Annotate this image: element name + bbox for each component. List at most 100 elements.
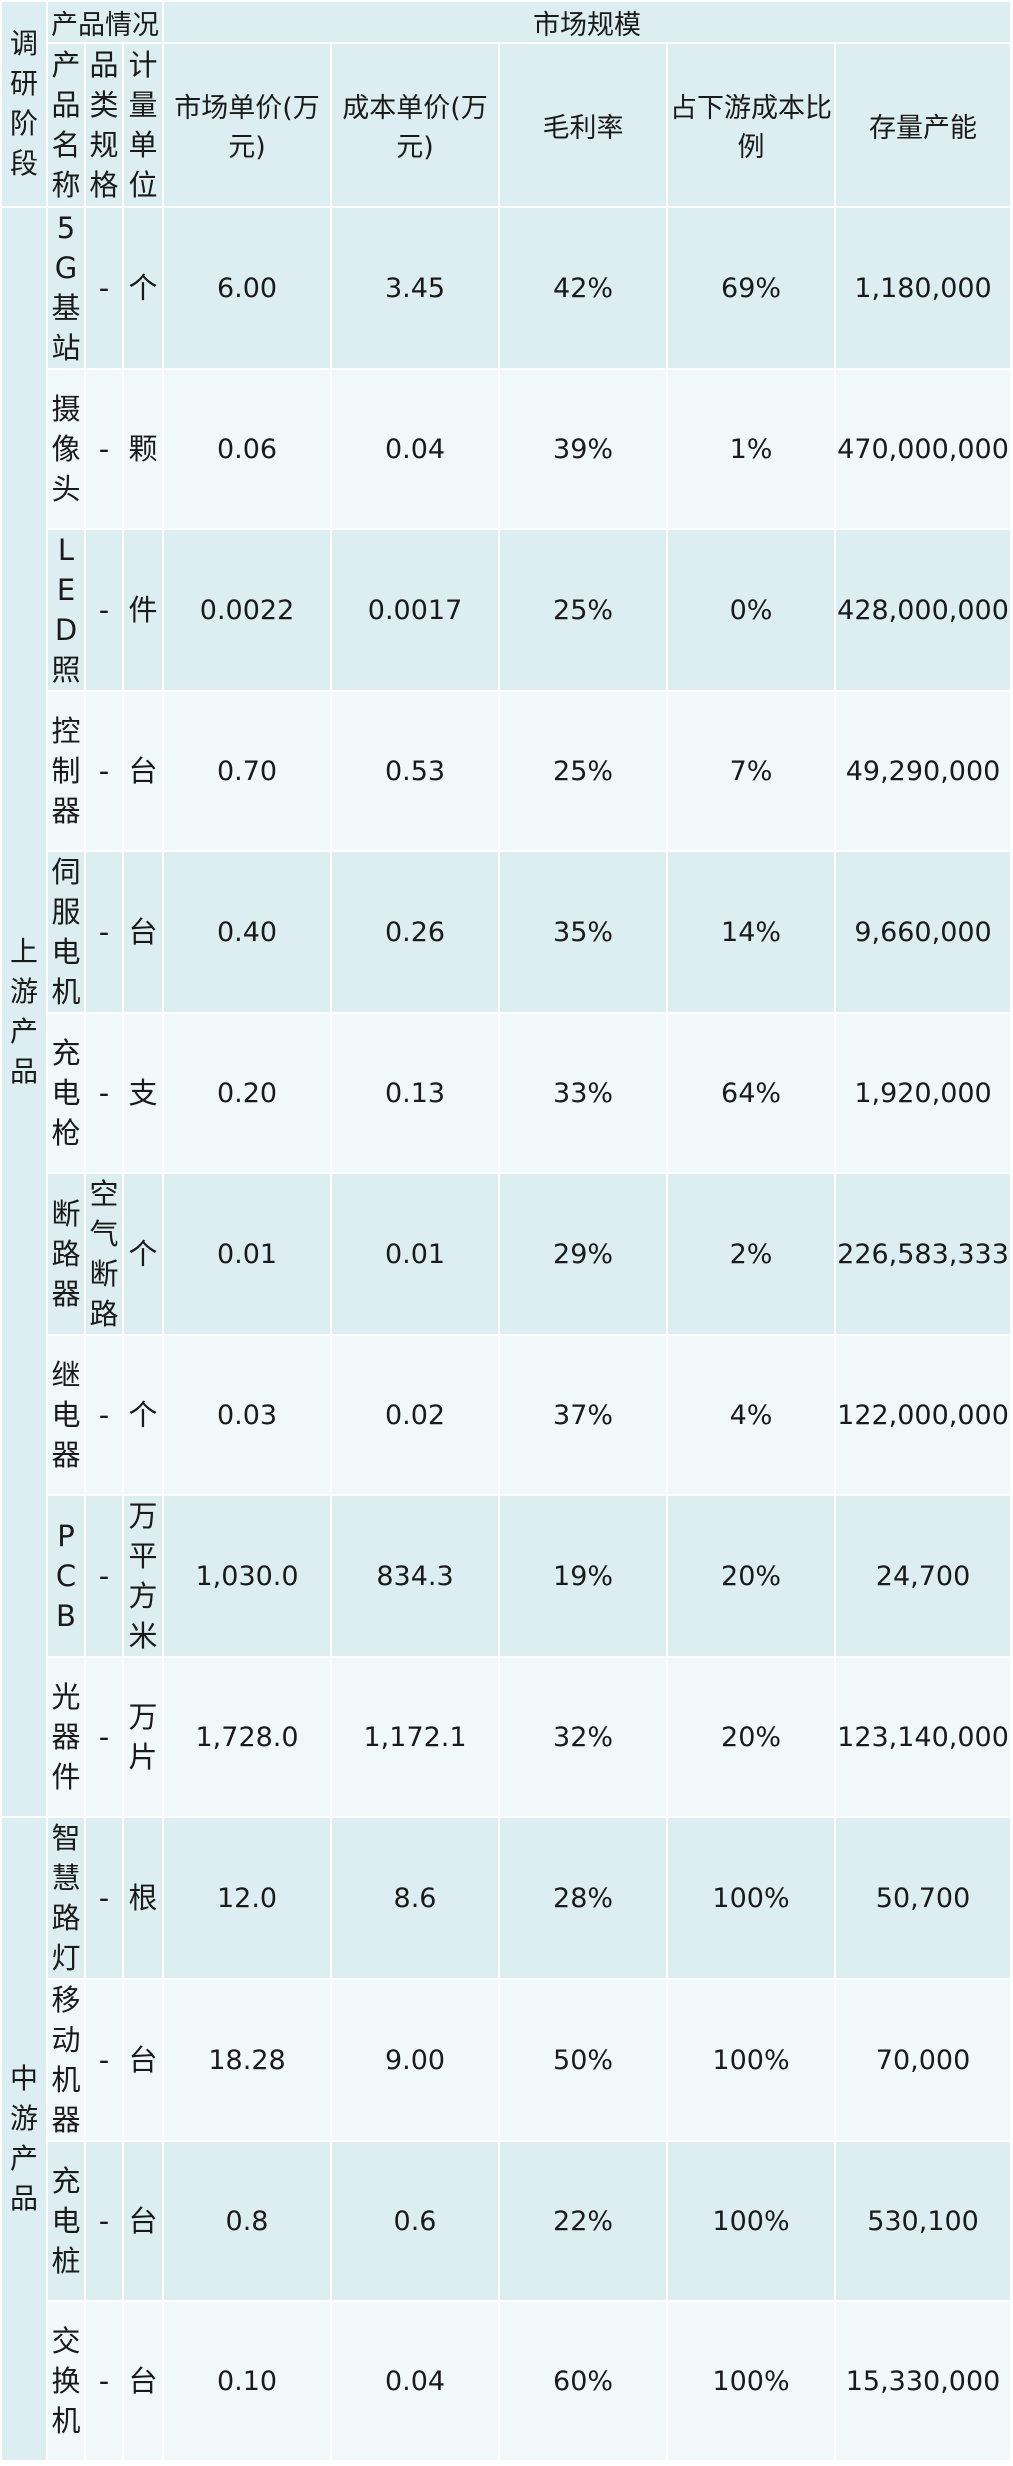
table-row: 上游产品 5G基站 - 个 6.00 3.45 42% 69% 1,180,000: [0, 206, 1013, 1818]
capacity-cell: 15,330,000: [834, 2300, 1013, 2462]
unit-header: 计量单位: [121, 42, 165, 208]
cost-price-cell: 3.45: [330, 206, 501, 370]
product-spec-cell: -: [84, 1494, 124, 1658]
product-name-cell: 充电桩: [46, 2140, 86, 2302]
cost-price-cell: 1,172.1: [330, 1656, 501, 1818]
cost-price-cell: 0.02: [330, 1334, 501, 1496]
product-spec-cell: 空气断路器: [84, 1172, 124, 1336]
product-spec-cell: -: [84, 1816, 124, 1980]
market-price-cell: 0.06: [162, 368, 333, 530]
gross-margin-cell: 28%: [498, 1816, 669, 1980]
unit-cell: 台: [121, 850, 165, 1014]
cost-price-cell: 8.6: [330, 1816, 501, 1980]
product-name-cell: 控制器: [46, 690, 86, 852]
product-spec-cell: -: [84, 528, 124, 692]
product-spec-cell: -: [84, 1656, 124, 1818]
market-price-cell: 18.28: [162, 1978, 333, 2142]
gross-margin-cell: 25%: [498, 528, 669, 692]
cost-price-cell: 0.53: [330, 690, 501, 852]
product-name-cell: 断路器: [46, 1172, 86, 1336]
gross-margin-cell: 29%: [498, 1172, 669, 1336]
table-row: 继电器 - 个 0.03 0.02 37% 4% 122,000,000: [1, 1334, 1013, 1496]
unit-cell: 台: [121, 2140, 165, 2302]
unit-cell: 个: [121, 1172, 165, 1336]
market-price-cell: 0.40: [162, 850, 333, 1014]
cost-price-cell: 0.13: [330, 1012, 501, 1174]
downstream-ratio-cell: 100%: [666, 1816, 837, 1980]
gross-margin-cell: 39%: [498, 368, 669, 530]
product-name-header: 产品名称: [46, 42, 86, 208]
unit-cell: 台: [121, 2300, 165, 2462]
product-name-cell: PCB: [46, 1494, 86, 1658]
unit-cell: 支: [121, 1012, 165, 1174]
market-price-cell: 0.8: [162, 2140, 333, 2302]
unit-cell: 台: [121, 1978, 165, 2142]
product-name-cell: 充电枪: [46, 1012, 86, 1174]
table-row: 摄像头 - 颗 0.06 0.04 39% 1% 470,000,000: [1, 368, 1013, 530]
product-spec-cell: -: [84, 690, 124, 852]
market-price-cell: 0.70: [162, 690, 333, 852]
unit-cell: 个: [121, 206, 165, 370]
stage-upstream: 上游产品: [0, 206, 48, 1818]
capacity-cell: 9,660,000: [834, 850, 1013, 1014]
unit-cell: 个: [121, 1334, 165, 1496]
unit-cell: 万平方米: [121, 1494, 165, 1658]
product-spec-cell: -: [84, 1334, 124, 1496]
table-row: PCB - 万平方米 1,030.0 834.3 19% 20% 24,700: [1, 1494, 1013, 1658]
market-price-cell: 1,030.0: [162, 1494, 333, 1658]
gross-margin-cell: 37%: [498, 1334, 669, 1496]
downstream-ratio-cell: 4%: [666, 1334, 837, 1496]
downstream-ratio-cell: 100%: [666, 2300, 837, 2462]
product-spec-cell: -: [84, 2140, 124, 2302]
market-price-header: 市场单价(万元): [162, 42, 333, 208]
capacity-cell: 1,920,000: [834, 1012, 1013, 1174]
downstream-ratio-cell: 14%: [666, 850, 837, 1014]
cost-price-cell: 834.3: [330, 1494, 501, 1658]
market-group-header: 市场规模: [162, 0, 1013, 44]
product-spec-cell: -: [84, 1978, 124, 2142]
downstream-ratio-cell: 20%: [666, 1494, 837, 1658]
gross-margin-cell: 33%: [498, 1012, 669, 1174]
market-price-cell: 0.10: [162, 2300, 333, 2462]
product-spec-cell: -: [84, 2300, 124, 2462]
capacity-cell: 122,000,000: [834, 1334, 1013, 1496]
table-row: 光器件 - 万片 1,728.0 1,172.1 32% 20% 123,140,000: [1, 1656, 1013, 1818]
downstream-ratio-header: 占下游成本比例: [666, 42, 837, 208]
market-price-cell: 1,728.0: [162, 1656, 333, 1818]
product-group-header: 产品情况: [45, 0, 165, 44]
downstream-ratio-cell: 64%: [666, 1012, 837, 1174]
gross-margin-cell: 42%: [498, 206, 669, 370]
capacity-cell: 530,100: [834, 2140, 1013, 2302]
market-price-cell: 0.01: [162, 1172, 333, 1336]
gross-margin-cell: 32%: [498, 1656, 669, 1818]
capacity-cell: 123,140,000: [834, 1656, 1013, 1818]
unit-cell: 件: [121, 528, 165, 692]
gross-margin-header: 毛利率: [498, 42, 669, 208]
downstream-ratio-cell: 20%: [666, 1656, 837, 1818]
unit-cell: 台: [121, 690, 165, 852]
gross-margin-cell: 25%: [498, 690, 669, 852]
capacity-cell: 49,290,000: [834, 690, 1013, 852]
downstream-ratio-cell: 0%: [666, 528, 837, 692]
market-price-cell: 0.03: [162, 1334, 333, 1496]
product-spec-cell: -: [84, 1012, 124, 1174]
table-row: 伺服电机 - 台 0.40 0.26 35% 14% 9,660,000: [1, 850, 1013, 1014]
cost-price-cell: 0.01: [330, 1172, 501, 1336]
capacity-cell: 24,700: [834, 1494, 1013, 1658]
capacity-cell: 470,000,000: [834, 368, 1013, 530]
gross-margin-cell: 22%: [498, 2140, 669, 2302]
gross-margin-cell: 19%: [498, 1494, 669, 1658]
cost-price-cell: 0.6: [330, 2140, 501, 2302]
gross-margin-cell: 50%: [498, 1978, 669, 2142]
cost-price-cell: 9.00: [330, 1978, 501, 2142]
table-row: 中游产品 智慧路灯 - 根 12.0 8.6 28% 100% 50,700: [0, 1816, 1013, 2462]
product-spec-cell: -: [84, 206, 124, 370]
cost-price-header: 成本单价(万元): [330, 42, 501, 208]
table-row: 充电枪 - 支 0.20 0.13 33% 64% 1,920,000: [1, 1012, 1013, 1174]
gross-margin-cell: 35%: [498, 850, 669, 1014]
capacity-cell: 428,000,000: [834, 528, 1013, 692]
capacity-cell: 226,583,333: [834, 1172, 1013, 1336]
